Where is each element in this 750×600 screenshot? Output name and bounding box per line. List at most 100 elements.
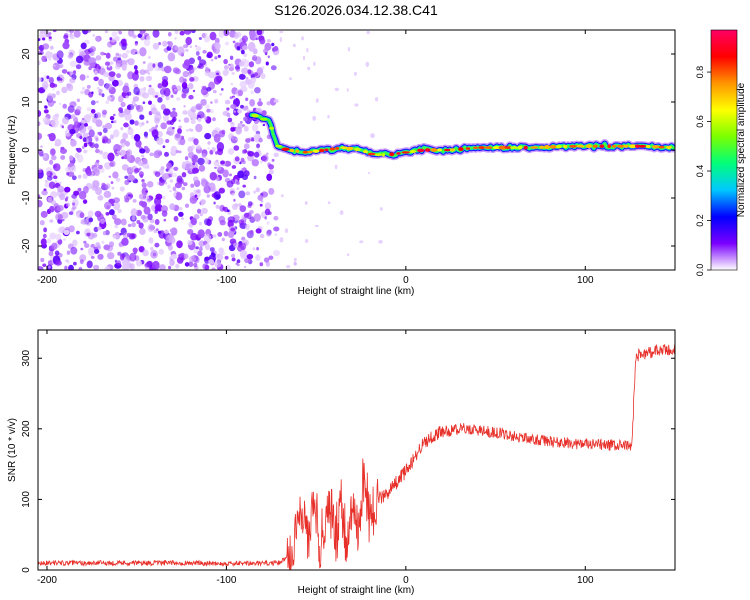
noise-speckle [46,170,53,178]
signal-hotspot [409,149,417,154]
noise-speckle [304,201,308,205]
noise-speckle [214,56,218,60]
noise-speckle [79,212,85,219]
noise-speckle [114,224,119,229]
noise-speckle [260,73,266,80]
noise-speckle [218,187,225,194]
noise-speckle [266,39,271,43]
noise-speckle [230,126,236,132]
noise-speckle [231,165,237,169]
noise-speckle [82,145,85,149]
noise-speckle [226,209,230,212]
noise-speckle [73,121,80,128]
noise-speckle [71,114,76,119]
noise-speckle [236,259,241,264]
noise-speckle [86,107,91,112]
noise-speckle [254,72,258,76]
noise-speckle [230,227,236,232]
noise-speckle [151,129,159,138]
signal-hotspot [312,149,319,153]
noise-speckle [273,249,280,257]
noise-speckle [115,52,120,57]
noise-speckle [85,30,92,33]
noise-speckle [77,187,82,192]
noise-speckle [263,257,270,263]
noise-speckle [88,112,95,119]
noise-speckle [334,164,338,170]
noise-speckle [163,218,167,222]
noise-speckle [112,79,119,87]
noise-speckle [212,90,217,94]
noise-speckle [267,55,270,59]
noise-speckle [190,119,196,124]
noise-speckle [164,181,168,185]
noise-speckle [196,189,201,194]
noise-speckle [98,164,103,170]
noise-speckle [104,265,111,270]
noise-speckle [97,226,102,231]
signal-hotspot [563,144,568,149]
noise-speckle [88,142,93,147]
noise-speckle [148,100,152,105]
noise-speckle [239,60,245,67]
noise-speckle [202,85,207,91]
noise-speckle [48,181,56,189]
noise-speckle [267,211,272,215]
noise-speckle [72,239,78,247]
noise-speckle [86,84,91,89]
noise-speckle [152,30,160,38]
noise-speckle [52,87,55,91]
noise-speckle [118,95,124,103]
noise-speckle [158,180,165,186]
noise-speckle [240,218,244,221]
noise-speckle [61,116,69,125]
noise-speckle [230,121,235,128]
noise-speckle [80,218,88,225]
noise-speckle [211,252,215,256]
noise-speckle [128,30,135,37]
noise-speckle [173,166,179,171]
noise-speckle [249,99,256,107]
noise-speckle [38,87,46,94]
noise-speckle [273,99,279,103]
noise-speckle [103,52,107,56]
snr-x-tick-label: 100 [577,575,594,586]
noise-speckle [215,43,221,50]
noise-speckle [192,89,196,93]
noise-speckle [166,162,172,169]
noise-speckle [113,201,121,211]
noise-speckle [289,77,292,81]
noise-speckle [122,132,129,140]
noise-speckle [189,45,193,48]
noise-speckle [168,168,174,175]
noise-speckle [231,135,235,140]
noise-speckle [181,186,186,191]
noise-speckle [205,181,210,186]
noise-speckle [312,115,317,121]
noise-speckle [90,109,96,114]
noise-speckle [101,109,108,115]
noise-speckle [183,253,189,259]
noise-speckle [154,219,160,225]
noise-speckle [160,166,165,171]
noise-speckle [38,38,41,42]
signal-hotspot [585,144,592,149]
signal-hotspot [353,147,361,152]
noise-speckle [286,265,291,269]
noise-speckle [134,69,139,75]
noise-speckle [155,193,163,200]
noise-speckle [88,129,95,138]
noise-speckle [209,247,215,252]
noise-speckle [82,132,89,138]
noise-speckle [254,87,261,94]
noise-speckle [313,61,316,66]
noise-speckle [127,91,132,96]
signal-hotspot [324,148,329,152]
noise-speckle [194,194,198,198]
noise-speckle [205,66,209,71]
noise-speckle [53,64,56,68]
noise-speckle [161,205,168,213]
noise-speckle [246,253,254,260]
noise-speckle [315,98,319,103]
snr-x-tick-label: -100 [216,575,236,586]
